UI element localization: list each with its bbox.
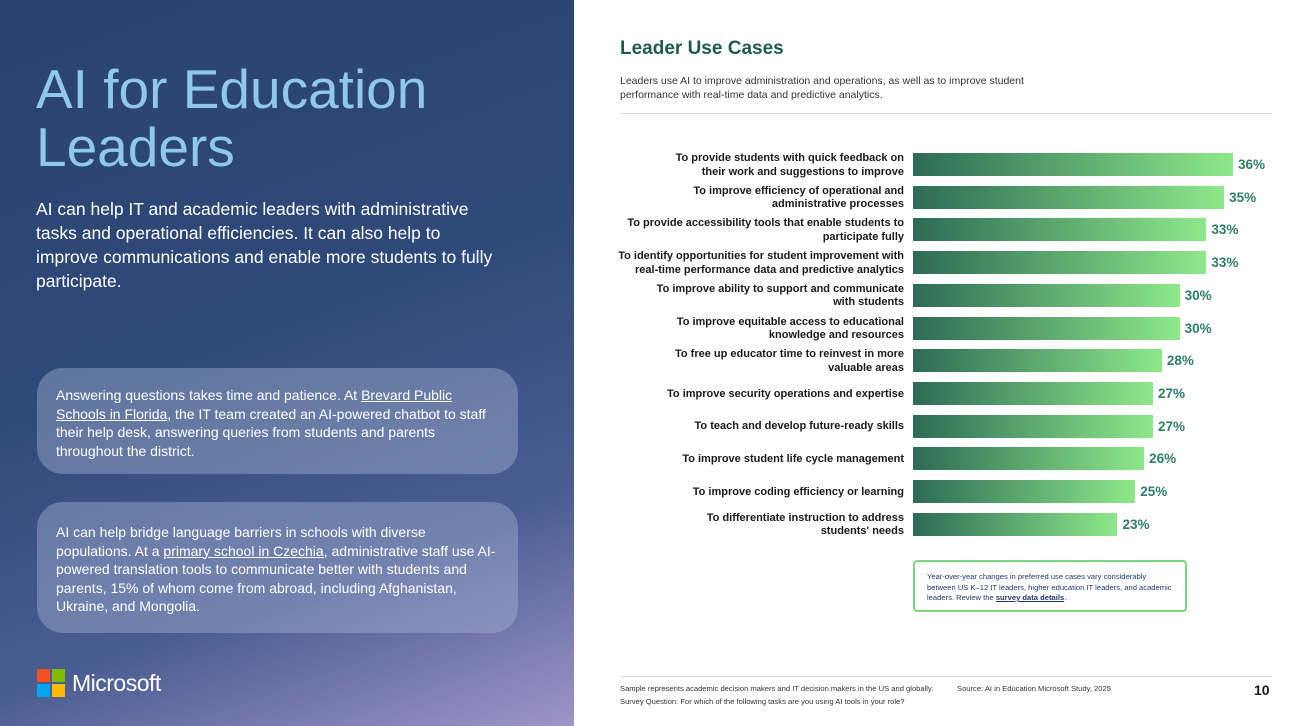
value-label: 30% <box>1184 287 1212 303</box>
category-label-line: their work and suggestions to improve <box>701 165 904 178</box>
logo-square-yellow <box>52 684 65 697</box>
bar <box>913 349 1162 373</box>
category-label: To improve efficiency of operational and… <box>600 185 904 212</box>
bar <box>913 218 1207 242</box>
category-label-line: To improve equitable access to education… <box>676 315 904 328</box>
category-label-line: To improve security operations and exper… <box>667 387 904 400</box>
category-label-line: To differentiate instruction to address <box>706 511 904 524</box>
bar <box>913 381 1153 405</box>
top-divider <box>620 113 1272 114</box>
card1-text-after: , the IT team created an AI-powered chat… <box>56 405 486 459</box>
value-label: 23% <box>1122 516 1150 532</box>
bar <box>913 153 1233 176</box>
category-label: To improve coding efficiency or learning <box>600 486 904 500</box>
category-label-line: To improve efficiency of operational and <box>693 184 904 197</box>
left-panel: AI for Education Leaders AI can help IT … <box>0 0 574 726</box>
bar <box>913 414 1153 438</box>
value-label: 33% <box>1211 222 1239 238</box>
category-label: To free up educator time to reinvest in … <box>600 348 904 375</box>
category-label: To improve student life cycle management <box>600 453 904 467</box>
page-title-line1: AI for Education <box>36 58 428 120</box>
category-label: To provide accessibility tools that enab… <box>600 217 904 244</box>
category-label-line: To improve coding efficiency or learning <box>692 485 904 498</box>
bottom-divider <box>620 676 1272 677</box>
category-label: To teach and develop future-ready skills <box>600 420 904 434</box>
note-text-after: . <box>1064 593 1067 602</box>
category-label-line: knowledge and resources <box>768 329 904 341</box>
question-footnote: Survey Question: For which of the follow… <box>620 697 905 706</box>
category-label-line: with students <box>833 296 904 309</box>
yoy-note-box: Year-over-year changes in preferred use … <box>913 560 1187 612</box>
value-label: 26% <box>1149 451 1177 467</box>
category-label-line: participate fully <box>822 230 904 243</box>
chart-title: Leader Use Cases <box>620 38 784 59</box>
category-label-line: students' needs <box>820 525 904 538</box>
bar <box>913 447 1145 471</box>
bar <box>913 316 1180 340</box>
value-label: 27% <box>1158 385 1186 401</box>
value-label: 33% <box>1211 255 1239 271</box>
category-label: To improve security operations and exper… <box>600 388 904 402</box>
category-label-line: administrative processes <box>771 198 904 211</box>
logo-square-green <box>52 669 65 682</box>
category-label-line: To improve student life cycle management <box>682 453 904 466</box>
card1-text-before: Answering questions takes time and patie… <box>56 387 362 403</box>
category-label: To differentiate instruction to address s… <box>600 512 904 539</box>
value-label: 25% <box>1140 484 1168 499</box>
category-label-line: To improve ability to support and commun… <box>656 282 904 295</box>
category-label: To identify opportunities for student im… <box>600 250 904 277</box>
brevard-link[interactable]: Brevard Public Schools in Florida <box>56 387 453 422</box>
category-label-line: To identify opportunities for student im… <box>618 250 904 263</box>
bar <box>913 283 1180 307</box>
brevard-callout-card: Answering questions takes time and patie… <box>37 368 518 474</box>
category-label-line: To teach and develop future-ready skills <box>694 420 904 433</box>
card2-text-before: AI can help bridge language barriers in … <box>56 524 426 559</box>
bar <box>913 251 1207 275</box>
category-label-line: To free up educator time to reinvest in … <box>674 348 904 361</box>
logo-square-red <box>37 669 50 682</box>
category-label: To improve equitable access to education… <box>600 316 904 343</box>
category-label: To provide students with quick feedback … <box>600 152 904 179</box>
survey-data-link[interactable]: survey data details <box>995 593 1065 602</box>
page-title-line2: Leaders <box>36 116 235 178</box>
category-label-line: real-time performance data and predictiv… <box>635 263 904 276</box>
bar <box>913 185 1225 209</box>
value-label: 28% <box>1166 353 1194 369</box>
page-title: AI for Education Leaders <box>36 60 536 176</box>
logo-square-blue <box>37 684 50 697</box>
value-label: 36% <box>1238 157 1266 172</box>
category-label: To improve ability to support and commun… <box>600 283 904 310</box>
czechia-link[interactable]: primary school in Czechia <box>163 542 324 559</box>
note-text-before: Year-over-year changes in preferred use … <box>927 572 1172 602</box>
microsoft-wordmark: Microsoft <box>72 670 161 696</box>
value-label: 27% <box>1158 418 1186 434</box>
category-label-line: To provide students with quick feedback … <box>675 152 904 164</box>
microsoft-logo-icon <box>37 669 65 697</box>
bar <box>913 480 1136 503</box>
card2-text-after: , administrative staff use AI-powered tr… <box>56 542 496 615</box>
chart-subtitle: Leaders use AI to improve administration… <box>620 75 1024 101</box>
intro-text: AI can help IT and academic leaders with… <box>36 199 493 291</box>
source-footnote: Source: AI in Education Microsoft Study,… <box>957 684 1111 693</box>
value-label: 35% <box>1229 189 1257 205</box>
category-label-line: valuable areas <box>828 361 904 374</box>
czechia-callout-card: AI can help bridge language barriers in … <box>37 502 518 633</box>
bar <box>913 512 1118 536</box>
page-number: 10 <box>1254 682 1270 698</box>
category-label-line: To provide accessibility tools that enab… <box>627 217 904 230</box>
value-label: 30% <box>1184 320 1212 336</box>
sample-footnote: Sample represents academic decision make… <box>620 684 934 693</box>
